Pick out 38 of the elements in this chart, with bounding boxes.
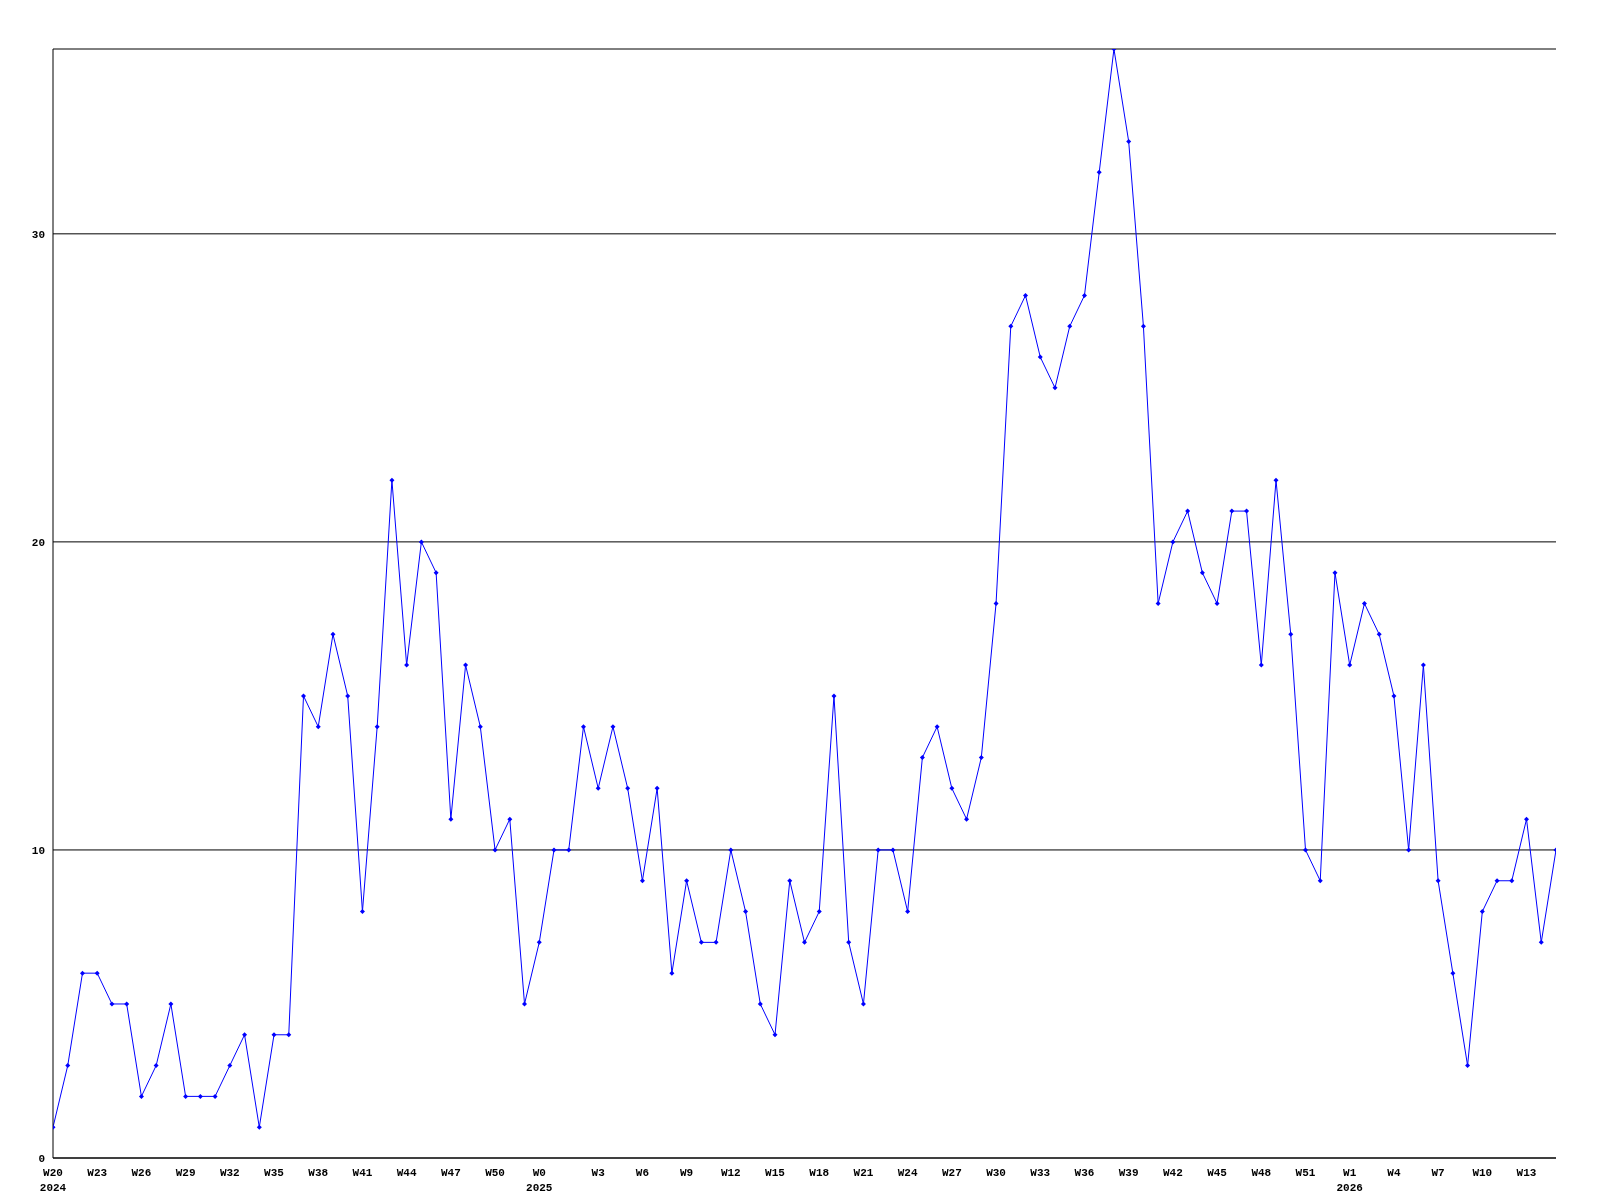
x-tick-label: W44: [396, 1167, 417, 1179]
x-tick-label: W0 2025: [526, 1167, 553, 1194]
x-tick-label: W23: [87, 1167, 108, 1179]
x-tick-label: W4: [1387, 1167, 1401, 1179]
x-tick-label: W48: [1251, 1167, 1272, 1179]
x-tick-label: W42: [1162, 1167, 1183, 1179]
y-tick-label: 10: [31, 844, 45, 857]
x-tick-label: W12: [720, 1167, 741, 1179]
x-tick-label: W21: [853, 1167, 874, 1179]
x-tick-label: W32: [219, 1167, 240, 1179]
x-tick-label: W29: [175, 1167, 196, 1179]
x-tick-label: W36: [1074, 1167, 1095, 1179]
x-tick-label: W18: [809, 1167, 830, 1179]
x-tick-label: W1 2026: [1336, 1167, 1363, 1194]
x-tick-label: W39: [1118, 1167, 1139, 1179]
x-tick-label: W38: [308, 1167, 329, 1179]
y-tick-label: 20: [31, 536, 45, 549]
x-tick-label: W50: [485, 1167, 505, 1179]
x-tick-label: W51: [1295, 1167, 1316, 1179]
x-tick-label: W9: [680, 1167, 694, 1179]
x-tick-label: W20 2024: [39, 1167, 67, 1194]
x-tick-label: W24: [897, 1167, 918, 1179]
x-tick-label: W3: [591, 1167, 606, 1179]
x-tick-label: W45: [1207, 1167, 1228, 1179]
x-tick-label: W13: [1516, 1167, 1537, 1179]
x-tick-label: W10: [1472, 1167, 1493, 1179]
y-tick-label: 30: [31, 228, 45, 241]
x-tick-label: W15: [765, 1167, 786, 1179]
x-tick-label: W6: [635, 1167, 650, 1179]
x-tick-label: W33: [1030, 1167, 1051, 1179]
x-tick-label: W41: [352, 1167, 373, 1179]
x-tick-label: W7: [1431, 1167, 1445, 1179]
x-tick-label: W30: [986, 1167, 1006, 1179]
x-tick-label: W27: [941, 1167, 962, 1179]
y-tick-label: 0: [38, 1152, 45, 1165]
x-tick-label: W35: [264, 1167, 285, 1179]
x-tick-label: W47: [440, 1167, 461, 1179]
x-tick-label: W26: [131, 1167, 152, 1179]
